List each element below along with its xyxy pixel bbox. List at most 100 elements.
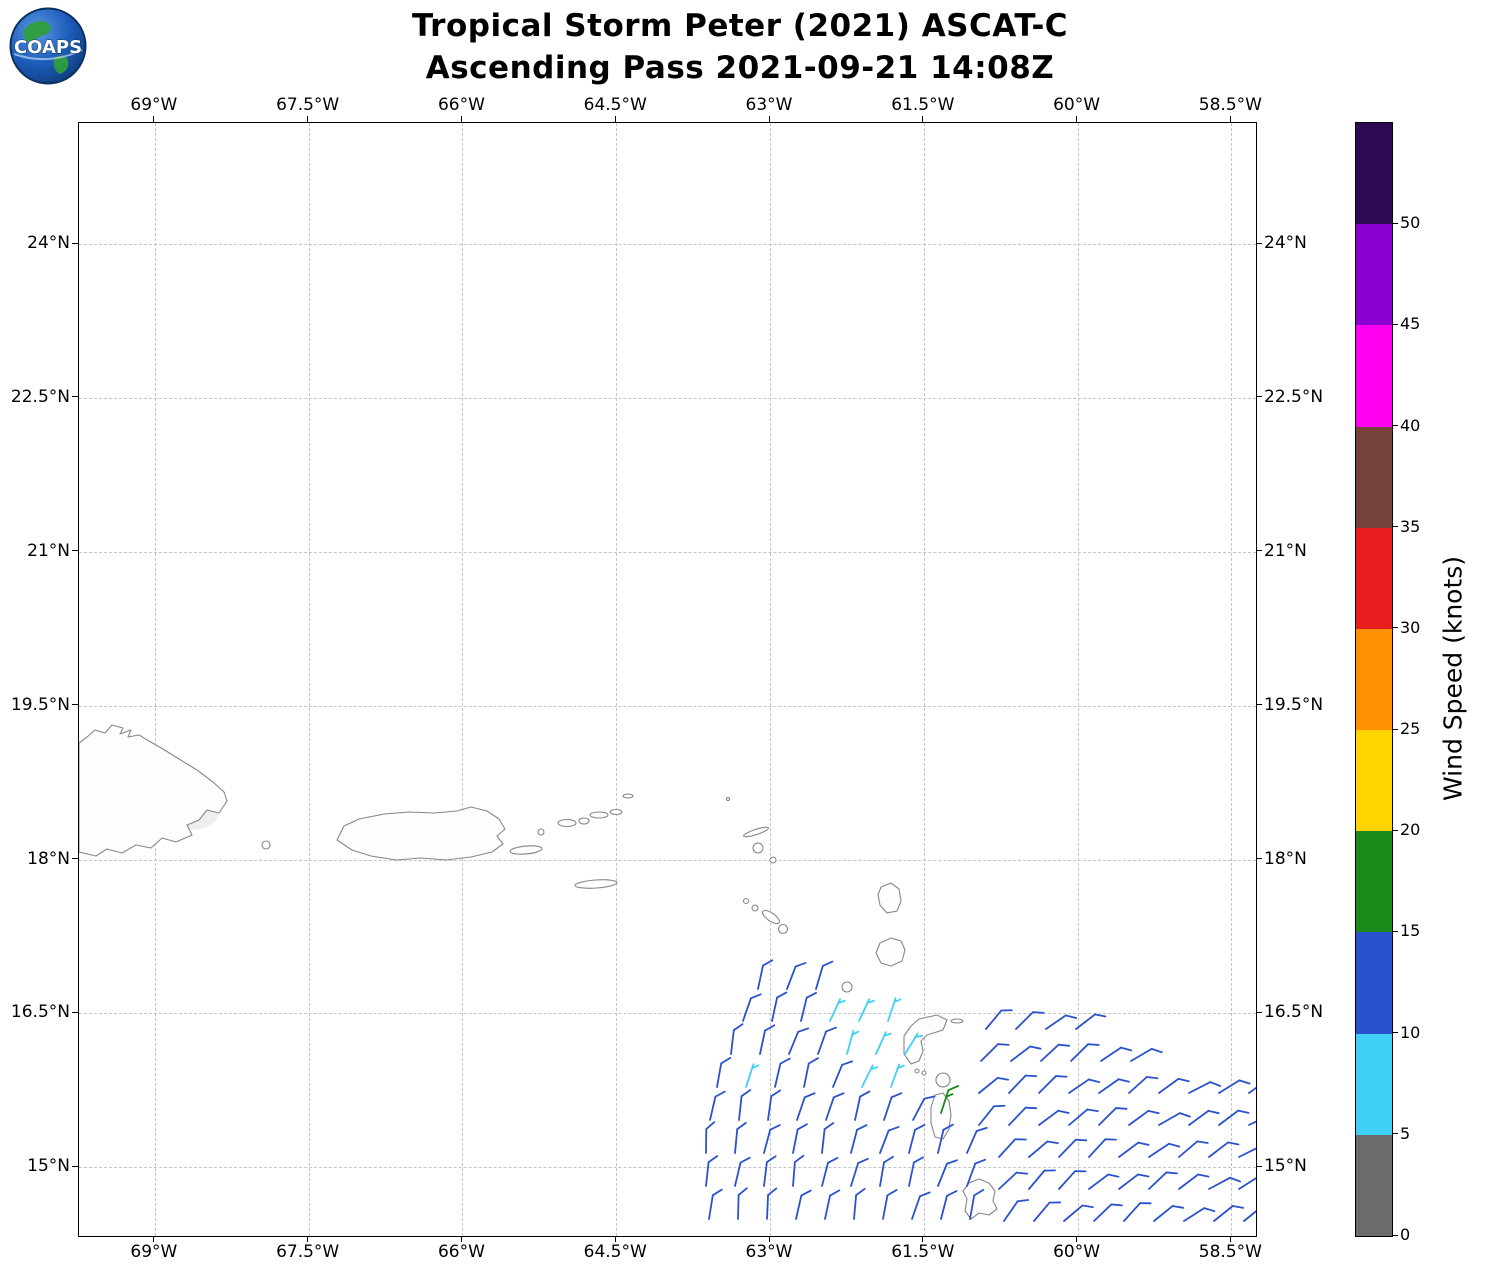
wind-barb xyxy=(1130,1047,1163,1062)
wind-barb xyxy=(890,1063,905,1088)
gridline-horizontal xyxy=(79,551,1256,553)
wind-barb xyxy=(742,993,762,1022)
map-plot xyxy=(78,122,1257,1237)
wind-barb xyxy=(1158,1112,1191,1126)
wind-barb xyxy=(1070,1043,1100,1062)
wind-barb xyxy=(829,998,846,1022)
wind-barb xyxy=(766,1187,778,1220)
colorbar-segment xyxy=(1356,831,1392,933)
axis-tick xyxy=(1256,242,1262,244)
wind-barb xyxy=(887,997,902,1022)
axis-tick xyxy=(307,116,309,122)
coast-mona-island xyxy=(261,840,271,850)
colorbar-tick xyxy=(1392,1234,1398,1236)
coast-vieques xyxy=(509,845,543,855)
coast-anegada xyxy=(622,793,634,799)
axis-tick xyxy=(1256,1011,1262,1013)
wind-barb xyxy=(978,1104,1006,1126)
y-tick-label: 21°N xyxy=(27,540,70,561)
wind-barb xyxy=(821,1157,839,1187)
wind-barb xyxy=(796,1092,816,1121)
wind-barb xyxy=(767,1089,782,1121)
wind-barb xyxy=(1010,1045,1042,1062)
wind-barb xyxy=(1008,1074,1038,1094)
wind-barb xyxy=(875,1031,892,1055)
axis-tick xyxy=(922,116,924,122)
y-tick-label: 16.5°N xyxy=(1264,1002,1324,1023)
wind-barb xyxy=(1158,1078,1190,1094)
x-tick-label: 58.5°W xyxy=(1198,1242,1262,1262)
globe-land-shape xyxy=(23,21,51,42)
colorbar-segment xyxy=(1356,1033,1392,1135)
gridline-horizontal xyxy=(79,1013,1256,1015)
coast-anguilla xyxy=(743,826,769,838)
wind-barb xyxy=(1148,1171,1178,1190)
gridline-vertical xyxy=(308,123,310,1236)
globe-swoosh xyxy=(13,49,83,61)
colorbar-segment xyxy=(1356,527,1392,629)
wind-barb xyxy=(1100,1046,1133,1062)
axis-tick xyxy=(72,704,78,706)
axis-tick xyxy=(1256,396,1262,398)
coast-sombrero xyxy=(725,796,731,802)
wind-barb xyxy=(1248,1113,1256,1126)
x-tick-label: 58.5°W xyxy=(1198,95,1262,115)
gridline-horizontal xyxy=(79,244,1256,246)
colorbar-segment xyxy=(1356,730,1392,832)
gridline-horizontal xyxy=(79,397,1256,399)
wind-barb xyxy=(1088,1138,1117,1158)
coast-st-kitts xyxy=(761,909,781,925)
colorbar-tick xyxy=(1392,930,1398,932)
coast-tortola xyxy=(589,811,609,819)
colorbar-tick-label: 45 xyxy=(1400,314,1421,334)
wind-barb xyxy=(998,1138,1027,1158)
wind-barb xyxy=(853,1187,866,1220)
colorbar-tick-label: 40 xyxy=(1400,415,1421,435)
wind-barb xyxy=(912,1095,936,1121)
colorbar-tick-label: 0 xyxy=(1400,1225,1411,1244)
x-tick-label: 63°W xyxy=(745,1242,793,1262)
wind-barb xyxy=(763,1124,781,1154)
axis-tick xyxy=(72,396,78,398)
colorbar xyxy=(1355,122,1393,1237)
x-tick-label: 64.5°W xyxy=(583,1242,647,1262)
colorbar-segment xyxy=(1356,224,1392,326)
wind-barb xyxy=(763,1155,777,1187)
wind-barb xyxy=(792,1154,805,1187)
axis-tick xyxy=(1229,1236,1231,1242)
wind-barb xyxy=(1183,1207,1216,1222)
wind-barb xyxy=(792,1123,808,1154)
colorbar-tick-label: 5 xyxy=(1400,1123,1411,1143)
coaps-logo: COAPS xyxy=(9,7,87,85)
y-tick-label: 19.5°N xyxy=(10,694,70,715)
x-tick-label: 60°W xyxy=(1053,1242,1101,1262)
colorbar-tick-label: 50 xyxy=(1400,213,1421,233)
wind-barb xyxy=(1128,1076,1159,1094)
axis-tick xyxy=(614,1236,616,1242)
axis-tick xyxy=(1256,858,1262,860)
coast-nevis xyxy=(777,923,789,935)
axis-tick xyxy=(1076,1236,1078,1242)
colorbar-tick xyxy=(1392,1133,1398,1135)
wind-barb xyxy=(908,1156,925,1187)
wind-barb xyxy=(980,1043,1010,1062)
wind-barb xyxy=(1058,1138,1088,1158)
wind-barb xyxy=(708,1188,723,1220)
axis-tick xyxy=(1076,116,1078,122)
y-tick-label: 18°N xyxy=(27,848,70,869)
wind-barb xyxy=(854,1090,871,1121)
wind-barb xyxy=(1118,1173,1150,1190)
wind-barb xyxy=(937,1159,958,1187)
wind-barb xyxy=(861,1064,879,1088)
colorbar-tick-label: 30 xyxy=(1400,617,1421,637)
wind-barb xyxy=(1118,1141,1150,1158)
axis-tick xyxy=(922,1236,924,1242)
axis-tick xyxy=(1256,704,1262,706)
wind-barb xyxy=(730,1023,744,1055)
axis-tick xyxy=(72,858,78,860)
axis-tick xyxy=(460,116,462,122)
wind-barb xyxy=(1248,1078,1256,1094)
wind-barb xyxy=(803,1057,819,1088)
wind-barb xyxy=(1098,1107,1128,1126)
wind-barb xyxy=(1068,1108,1099,1126)
